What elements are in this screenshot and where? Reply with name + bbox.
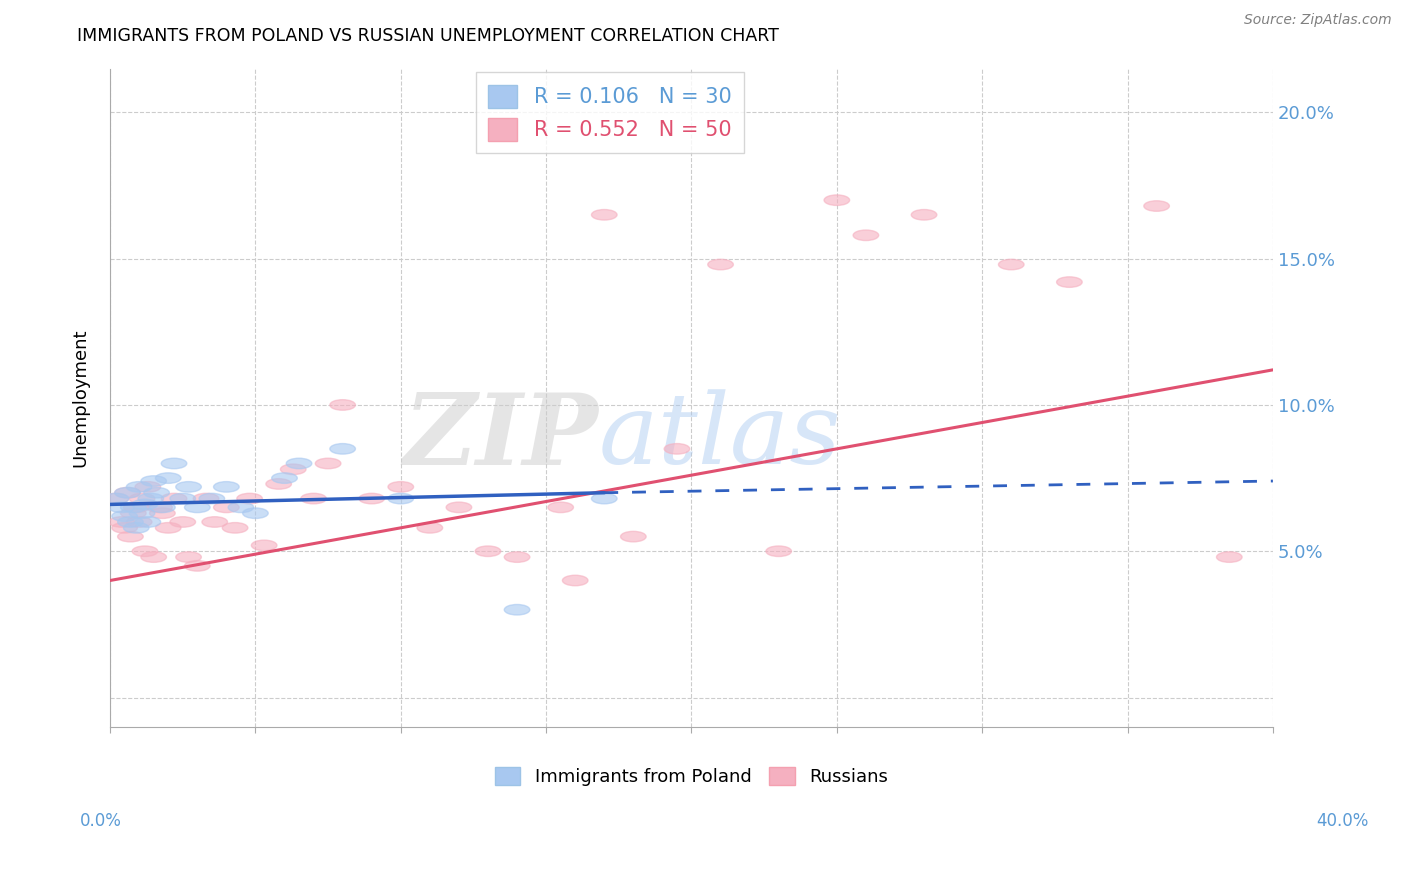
Ellipse shape [330, 400, 356, 410]
Ellipse shape [766, 546, 792, 557]
Ellipse shape [280, 464, 307, 475]
Ellipse shape [149, 508, 176, 518]
Ellipse shape [170, 493, 195, 504]
Ellipse shape [853, 230, 879, 241]
Ellipse shape [418, 523, 443, 533]
Text: atlas: atlas [599, 390, 841, 484]
Ellipse shape [222, 523, 247, 533]
Ellipse shape [108, 502, 135, 513]
Ellipse shape [184, 560, 209, 571]
Ellipse shape [214, 502, 239, 513]
Ellipse shape [184, 502, 209, 513]
Ellipse shape [592, 493, 617, 504]
Ellipse shape [505, 552, 530, 562]
Ellipse shape [132, 546, 157, 557]
Ellipse shape [359, 493, 384, 504]
Ellipse shape [127, 516, 152, 527]
Ellipse shape [129, 508, 155, 518]
Ellipse shape [287, 458, 312, 468]
Ellipse shape [1216, 552, 1241, 562]
Ellipse shape [548, 502, 574, 513]
Ellipse shape [141, 552, 166, 562]
Ellipse shape [103, 493, 129, 504]
Ellipse shape [170, 516, 195, 527]
Text: IMMIGRANTS FROM POLAND VS RUSSIAN UNEMPLOYMENT CORRELATION CHART: IMMIGRANTS FROM POLAND VS RUSSIAN UNEMPL… [77, 27, 779, 45]
Ellipse shape [143, 487, 169, 498]
Ellipse shape [112, 523, 138, 533]
Ellipse shape [388, 482, 413, 492]
Ellipse shape [108, 516, 135, 527]
Ellipse shape [200, 493, 225, 504]
Ellipse shape [162, 458, 187, 468]
Ellipse shape [156, 523, 181, 533]
Ellipse shape [301, 493, 326, 504]
Ellipse shape [118, 532, 143, 541]
Ellipse shape [664, 443, 690, 454]
Ellipse shape [156, 473, 181, 483]
Ellipse shape [124, 523, 149, 533]
Ellipse shape [1057, 277, 1083, 287]
Ellipse shape [330, 443, 356, 454]
Ellipse shape [141, 475, 166, 486]
Ellipse shape [236, 493, 263, 504]
Ellipse shape [135, 482, 160, 492]
Ellipse shape [118, 516, 143, 527]
Ellipse shape [121, 508, 146, 518]
Ellipse shape [243, 508, 269, 518]
Ellipse shape [562, 575, 588, 586]
Ellipse shape [129, 493, 155, 504]
Ellipse shape [176, 482, 201, 492]
Ellipse shape [388, 493, 413, 504]
Ellipse shape [138, 493, 163, 504]
Text: 40.0%: 40.0% [1316, 812, 1369, 830]
Ellipse shape [315, 458, 340, 468]
Ellipse shape [176, 552, 201, 562]
Ellipse shape [266, 479, 291, 489]
Ellipse shape [115, 487, 141, 498]
Ellipse shape [202, 516, 228, 527]
Legend: Immigrants from Poland, Russians: Immigrants from Poland, Russians [488, 760, 896, 793]
Ellipse shape [115, 487, 141, 498]
Ellipse shape [228, 502, 253, 513]
Ellipse shape [824, 195, 849, 205]
Text: Source: ZipAtlas.com: Source: ZipAtlas.com [1244, 13, 1392, 28]
Ellipse shape [446, 502, 471, 513]
Ellipse shape [707, 260, 734, 269]
Ellipse shape [1144, 201, 1170, 211]
Ellipse shape [475, 546, 501, 557]
Ellipse shape [127, 482, 152, 492]
Ellipse shape [112, 511, 138, 522]
Y-axis label: Unemployment: Unemployment [72, 328, 89, 467]
Ellipse shape [252, 541, 277, 550]
Ellipse shape [135, 516, 160, 527]
Ellipse shape [162, 493, 187, 504]
Ellipse shape [193, 493, 219, 504]
Ellipse shape [121, 502, 146, 513]
Ellipse shape [149, 502, 176, 513]
Ellipse shape [998, 260, 1024, 269]
Ellipse shape [124, 502, 149, 513]
Ellipse shape [146, 502, 173, 513]
Ellipse shape [214, 482, 239, 492]
Ellipse shape [620, 532, 647, 541]
Ellipse shape [505, 605, 530, 615]
Ellipse shape [271, 473, 297, 483]
Ellipse shape [911, 210, 936, 220]
Text: 0.0%: 0.0% [80, 812, 122, 830]
Text: ZIP: ZIP [404, 389, 599, 485]
Ellipse shape [132, 500, 157, 509]
Ellipse shape [103, 493, 129, 504]
Ellipse shape [592, 210, 617, 220]
